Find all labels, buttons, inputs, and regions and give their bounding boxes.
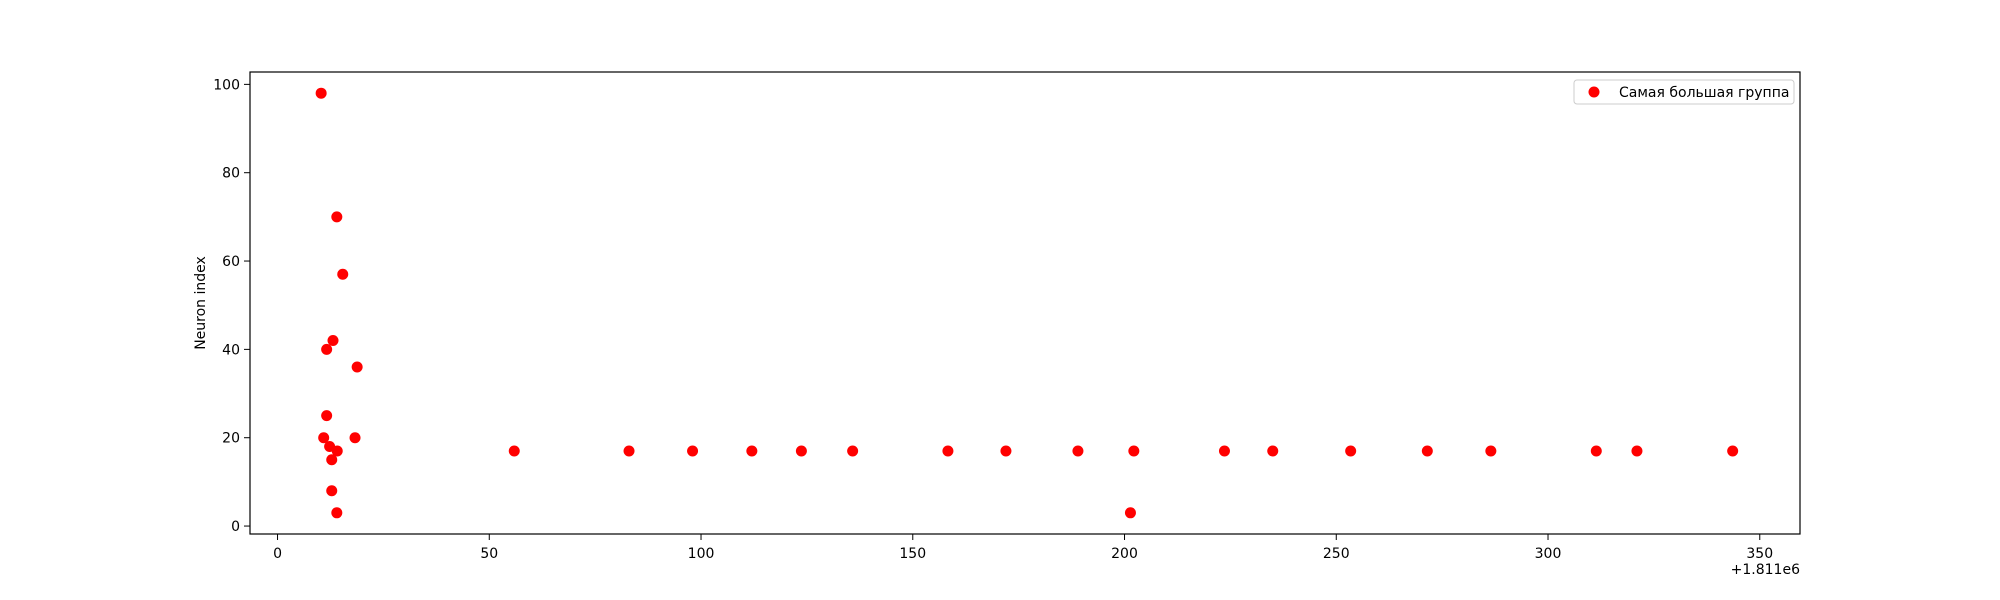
x-tick-label: 250 — [1323, 546, 1350, 562]
data-point — [1485, 445, 1497, 457]
data-point — [326, 454, 338, 466]
y-tick-label: 0 — [231, 519, 240, 535]
data-point — [331, 445, 343, 457]
x-tick-label: 350 — [1746, 546, 1773, 562]
data-point — [1000, 445, 1012, 457]
x-tick-label: 200 — [1111, 546, 1138, 562]
data-point — [351, 361, 363, 373]
data-point — [1345, 445, 1357, 457]
data-point — [337, 268, 349, 280]
data-point — [508, 445, 520, 457]
x-axis: 0 50 100 150 200 250 300 350 — [273, 534, 1773, 562]
data-point — [1072, 445, 1084, 457]
data-points — [315, 87, 1739, 519]
data-point — [1421, 445, 1433, 457]
data-point — [1727, 445, 1739, 457]
x-tick-label: 300 — [1535, 546, 1562, 562]
data-point — [349, 432, 361, 444]
data-point — [318, 432, 330, 444]
x-offset-label: +1.811e6 — [1731, 562, 1800, 578]
data-point — [1124, 507, 1136, 519]
x-tick-label: 50 — [480, 546, 498, 562]
data-point — [331, 507, 343, 519]
legend-label: Самая большая группа — [1619, 85, 1789, 101]
y-tick-label: 60 — [222, 254, 240, 270]
legend-box — [1573, 79, 1795, 105]
y-tick-label: 80 — [222, 166, 240, 182]
data-point — [847, 445, 859, 457]
data-point — [315, 87, 327, 99]
data-point — [327, 335, 339, 347]
data-point — [942, 445, 954, 457]
y-axis-label: Neuron index — [193, 256, 209, 350]
data-point — [321, 343, 333, 355]
y-tick-label: 100 — [213, 77, 240, 93]
x-tick-label: 100 — [688, 546, 715, 562]
data-point — [1218, 445, 1230, 457]
plot-area-frame — [249, 71, 1801, 535]
legend-marker — [1588, 86, 1600, 98]
data-point — [1128, 445, 1140, 457]
data-point — [746, 445, 758, 457]
data-point — [1267, 445, 1279, 457]
y-axis: 0 20 40 60 80 100 — [213, 77, 250, 535]
data-point — [1590, 445, 1602, 457]
x-tick-label: 150 — [899, 546, 926, 562]
legend: Самая большая группа — [1573, 79, 1795, 105]
data-point — [623, 445, 635, 457]
data-point — [331, 211, 343, 223]
y-tick-label: 40 — [222, 342, 240, 358]
y-tick-label: 20 — [222, 431, 240, 447]
x-tick-label: 0 — [273, 546, 282, 562]
data-point — [1631, 445, 1643, 457]
data-point — [687, 445, 699, 457]
data-point — [326, 485, 338, 497]
data-point — [321, 410, 333, 422]
data-point — [795, 445, 807, 457]
